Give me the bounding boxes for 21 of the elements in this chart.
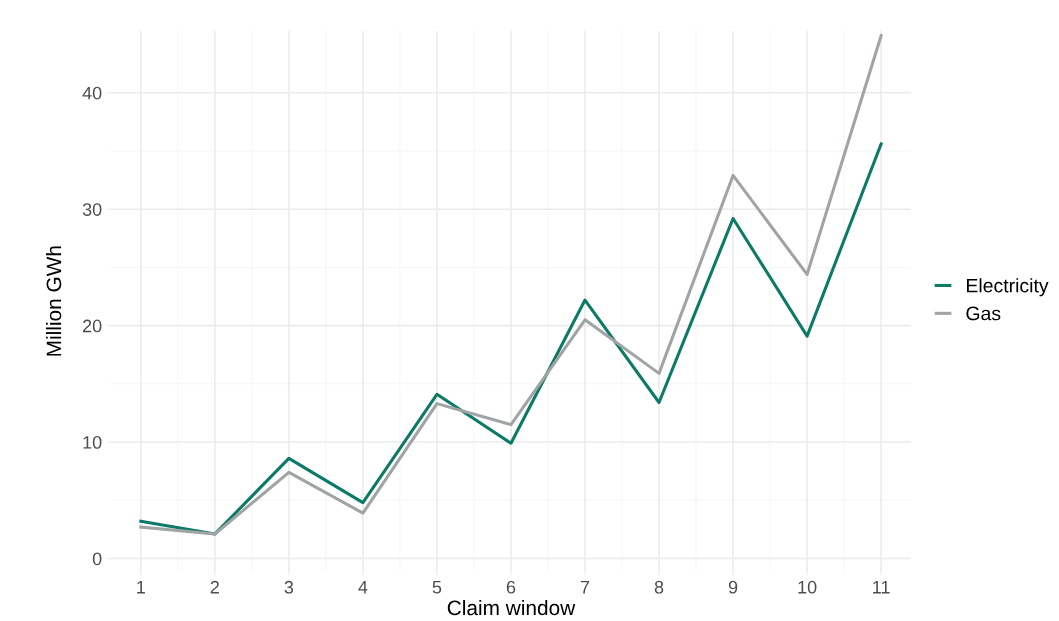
x-tick-label: 4 [358, 581, 368, 594]
x-axis-title: Claim window [447, 599, 576, 616]
x-tick-label: 7 [580, 581, 590, 594]
x-tick-label: 6 [506, 580, 516, 594]
y-tick-label: 30 [82, 203, 102, 216]
y-tick-label: 10 [83, 436, 102, 449]
legend-label: Electricity [967, 278, 1049, 297]
y-tick-label: 0 [92, 552, 102, 566]
x-tick-label: 10 [798, 580, 817, 594]
x-tick-label: 11 [873, 581, 890, 594]
y-tick-label: 40 [82, 86, 102, 100]
x-tick-label: 9 [728, 580, 738, 594]
x-tick-label: 5 [432, 581, 442, 594]
legend-label: Gas [966, 306, 1001, 321]
x-tick-label: 1 [137, 581, 145, 594]
y-axis-title: Million GWh [46, 246, 62, 356]
line-series [139, 34, 883, 536]
x-tick-label: 3 [284, 580, 294, 594]
y-tick-label: 20 [82, 319, 102, 333]
x-tick-label: 8 [654, 580, 664, 594]
x-tick-label: 2 [210, 580, 219, 594]
